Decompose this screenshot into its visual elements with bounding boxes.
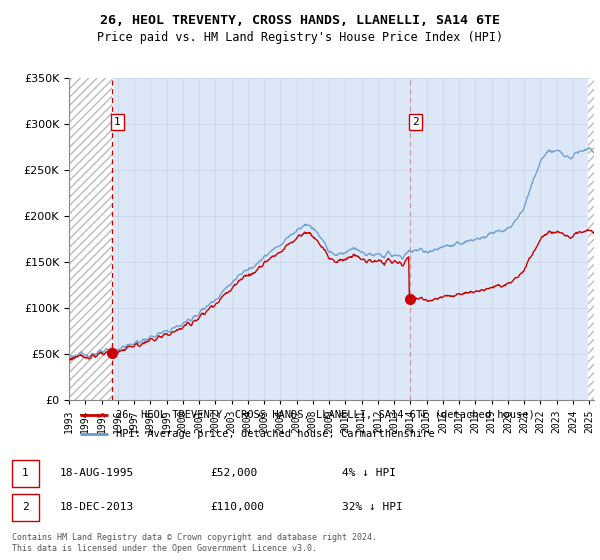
Text: 2: 2 bbox=[22, 502, 29, 512]
Text: 1: 1 bbox=[22, 468, 29, 478]
Text: Contains HM Land Registry data © Crown copyright and database right 2024.
This d: Contains HM Land Registry data © Crown c… bbox=[12, 533, 377, 553]
Bar bbox=[69, 78, 112, 400]
Text: HPI: Average price, detached house, Carmarthenshire: HPI: Average price, detached house, Carm… bbox=[116, 429, 435, 439]
Text: 26, HEOL TREVENTY, CROSS HANDS, LLANELLI, SA14 6TE (detached house): 26, HEOL TREVENTY, CROSS HANDS, LLANELLI… bbox=[116, 409, 535, 419]
Text: 1: 1 bbox=[114, 117, 121, 127]
Text: 26, HEOL TREVENTY, CROSS HANDS, LLANELLI, SA14 6TE: 26, HEOL TREVENTY, CROSS HANDS, LLANELLI… bbox=[100, 14, 500, 27]
Bar bbox=[588, 78, 594, 400]
Text: 18-DEC-2013: 18-DEC-2013 bbox=[60, 502, 134, 512]
Text: 32% ↓ HPI: 32% ↓ HPI bbox=[342, 502, 403, 512]
Text: 2: 2 bbox=[412, 117, 419, 127]
Bar bbox=[588, 78, 594, 400]
Text: £110,000: £110,000 bbox=[210, 502, 264, 512]
Text: £52,000: £52,000 bbox=[210, 468, 257, 478]
Bar bbox=[69, 78, 112, 400]
Text: 4% ↓ HPI: 4% ↓ HPI bbox=[342, 468, 396, 478]
Text: Price paid vs. HM Land Registry's House Price Index (HPI): Price paid vs. HM Land Registry's House … bbox=[97, 31, 503, 44]
Text: 18-AUG-1995: 18-AUG-1995 bbox=[60, 468, 134, 478]
